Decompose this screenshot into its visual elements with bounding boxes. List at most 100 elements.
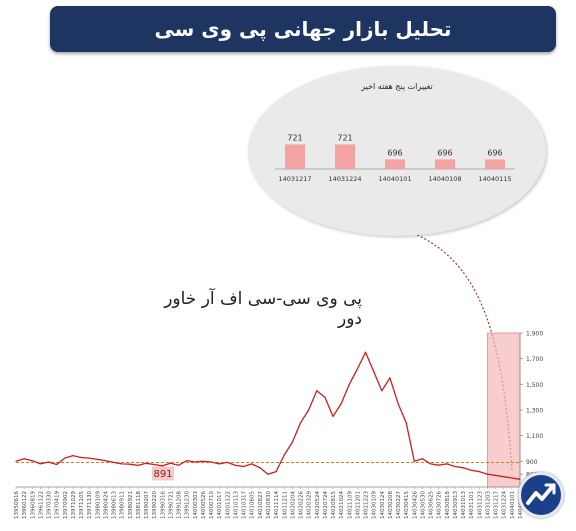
x-tick-label: 14031101 [469,491,475,519]
x-tick-label: 14030913 [453,491,459,519]
x-tick-label: 13981118 [136,491,142,519]
x-tick-label: 14010113 [233,491,239,519]
x-tick-label: 14030415 [404,491,410,519]
main-line-chart: 8009001,1001,3001,5001,7001,900891139506… [14,331,543,520]
data-point [194,461,196,463]
mini-category-label: 14040108 [428,175,461,183]
data-point [299,422,302,424]
data-point [389,377,391,379]
data-point [137,464,139,467]
data-point [31,460,33,462]
x-tick-label: 14020204 [290,491,296,519]
data-point [72,454,74,457]
data-point [478,471,480,473]
main-chart-title: پی وی سی-سی اف آر خاور دور [164,289,362,329]
data-point [259,467,261,469]
mini-bar [435,159,455,169]
data-point [364,351,367,353]
x-tick-label: 14030625 [429,491,435,519]
data-point [96,458,98,461]
data-point [153,463,155,466]
y-tick-label: 1,700 [526,356,543,363]
data-point [324,396,326,398]
x-tick-label: 13990207 [144,491,150,519]
data-point [340,402,342,405]
x-tick-label: 13970902 [63,491,69,519]
brand-logo [518,472,564,518]
data-point [470,469,472,471]
data-point [283,454,285,456]
mini-bar [485,159,505,169]
x-tick-label: 13991230 [185,491,191,519]
mini-category-label: 14031224 [328,175,361,183]
y-tick-label: 900 [526,459,538,466]
x-tick-label: 14011211 [282,491,288,519]
mini-bar-value: 721 [337,133,352,142]
data-point [291,441,293,443]
data-point [23,458,25,460]
data-point [56,463,58,466]
data-point [243,465,245,468]
x-tick-label: 13980921 [128,491,134,519]
x-tick-label: 13990721 [168,491,174,519]
data-point [446,463,448,465]
mini-bar-value: 696 [387,148,402,157]
x-tick-label: 14031224 [502,491,508,519]
x-tick-label: 14031013 [461,491,467,519]
x-tick-label: 14031123 [477,491,483,519]
data-point [495,474,497,477]
data-point [381,390,383,392]
data-point [161,465,163,467]
data-point [316,390,318,392]
data-point [177,464,180,466]
y-tick-label: 1,100 [526,433,543,440]
x-tick-label: 14030726 [437,491,443,519]
data-point [308,409,310,411]
data-point [373,370,375,373]
x-tick-label: 14010830 [266,491,272,519]
x-tick-label: 14021024 [339,491,345,519]
x-tick-label: 13980613 [112,491,118,519]
mini-chart-title: تغییرات پنج هفته اخیر [361,82,433,91]
x-tick-label: 13980911 [120,491,126,519]
x-tick-label: 14020815 [331,491,337,519]
x-tick-label: 13980109 [95,491,101,519]
data-point [64,457,66,459]
data-point [202,460,204,462]
price-series-line [15,351,521,480]
data-point [348,383,350,385]
title-banner: تحلیل بازار جهانی پی وی سی [50,6,556,52]
data-point [462,467,464,469]
mini-category-label: 14031217 [278,175,311,183]
data-point [519,478,521,480]
data-point [356,368,359,370]
mini-category-label: 14040101 [378,175,411,183]
data-point [275,471,277,473]
x-tick-label: 14020329 [307,491,313,519]
data-point [80,456,82,459]
data-point [47,461,50,463]
x-tick-label: 13971029 [71,491,77,519]
data-point [332,415,334,418]
x-tick-label: 13960122 [22,491,28,519]
x-tick-label: 14030227 [396,491,402,519]
data-point [503,476,505,478]
x-tick-label: 13961122 [38,491,44,519]
x-tick-label: 13960819 [30,491,36,519]
data-point [486,473,489,475]
recent-period-highlight [487,332,521,488]
data-point [145,462,147,464]
x-tick-label: 13991208 [177,491,183,519]
x-tick-label: 14021201 [355,491,361,519]
mini-category-label: 14040115 [478,175,511,183]
x-tick-label: 14010317 [242,491,248,519]
x-tick-label: 14001122 [225,491,231,519]
data-point [226,461,228,463]
mini-bar [285,144,305,169]
x-tick-label: 13980424 [103,491,109,519]
mini-bar-chart: 721 14031217 721 14031224 696 14040101 696 1404… [275,133,515,183]
data-point [169,462,172,464]
x-tick-label: 13950616 [14,491,20,519]
x-tick-label: 14010605 [250,491,256,519]
data-point [413,460,415,462]
